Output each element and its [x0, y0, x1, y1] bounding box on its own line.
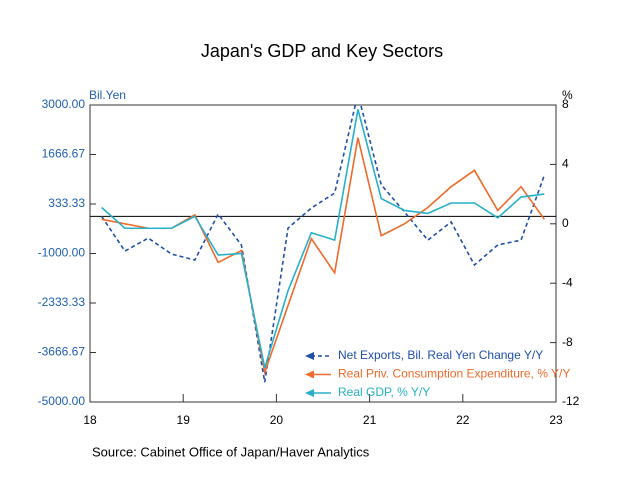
y2-tick-label: -12 — [562, 394, 580, 408]
source-note: Source: Cabinet Office of Japan/Haver An… — [92, 444, 370, 459]
y-tick-label: 3000.00 — [42, 97, 86, 111]
y-tick-label: -5000.00 — [38, 394, 86, 408]
y2-tick-label: -4 — [562, 275, 573, 289]
chart-title: Japan's GDP and Key Sectors — [201, 41, 443, 61]
legend-arrow — [305, 370, 314, 379]
y-axis-label: Bil.Yen — [89, 88, 126, 102]
x-tick-label: 23 — [549, 413, 563, 427]
series-line — [100, 105, 546, 383]
legend-label: Real Priv. Consumption Expenditure, % Y/… — [338, 367, 570, 381]
y-tick-label: 1666.67 — [42, 147, 86, 161]
legend-label: Real GDP, % Y/Y — [338, 385, 430, 399]
x-tick-label: 22 — [456, 413, 470, 427]
x-tick-label: 20 — [270, 413, 284, 427]
y2-tick-label: 4 — [562, 157, 569, 171]
legend-arrow — [305, 389, 314, 397]
y-tick-label: -1000.00 — [38, 246, 86, 260]
y2-tick-label: 8 — [562, 97, 569, 111]
legend-label: Net Exports, Bil. Real Yen Change Y/Y — [338, 348, 543, 362]
legend-arrow — [305, 352, 314, 360]
plot-area — [100, 105, 546, 383]
y-tick-label: -2333.33 — [38, 295, 86, 309]
y2-axis-label: % — [562, 88, 573, 102]
x-tick-label: 19 — [177, 413, 191, 427]
x-tick-label: 18 — [83, 413, 97, 427]
y-tick-label: 333.33 — [48, 196, 85, 210]
y-tick-label: -3666.67 — [38, 345, 86, 359]
x-tick-label: 21 — [363, 413, 377, 427]
y2-tick-label: -8 — [562, 335, 573, 349]
y2-tick-label: 0 — [562, 216, 569, 230]
series-line — [101, 137, 546, 376]
series-line — [101, 109, 545, 369]
